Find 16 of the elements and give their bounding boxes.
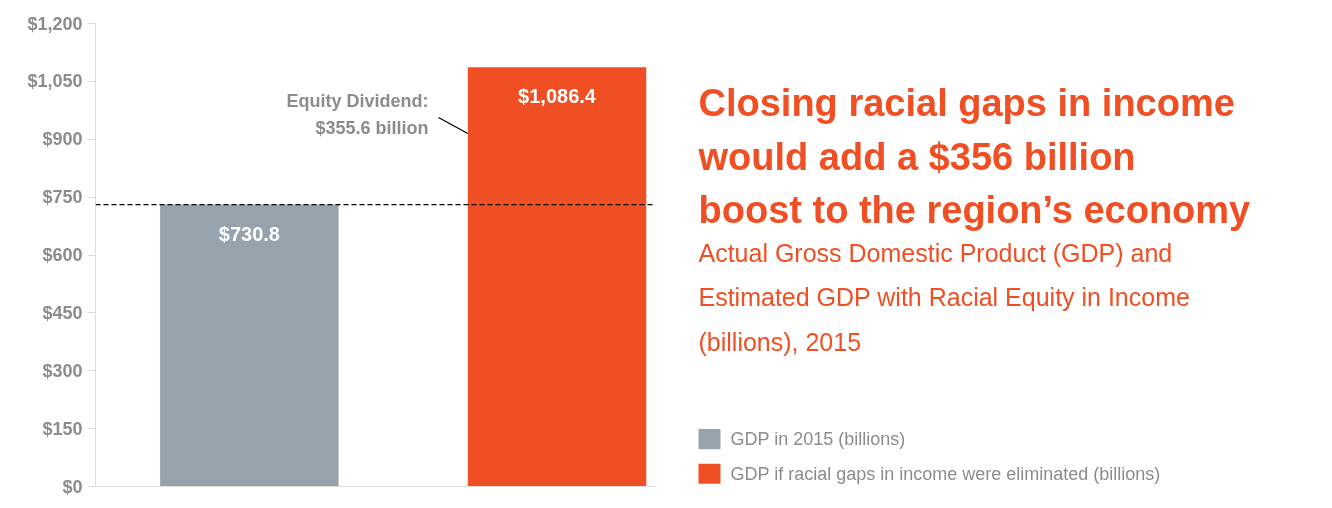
y-tick-label: $1,200 [27, 13, 83, 34]
y-tick-label: $150 [42, 418, 83, 439]
text: $1,086.4 [518, 85, 596, 108]
legend-label: GDP if racial gaps in income were eliminated (billions) [730, 463, 1161, 484]
y-tick-label: $600 [42, 245, 83, 265]
y-tick-label: $0 [62, 476, 83, 497]
legend-label: GDP in 2015 (billions) [730, 429, 906, 450]
y-tick-label: $450 [42, 302, 83, 323]
text: Closing racial gaps in income would add a $356 billion boost to the region’s economy [697, 81, 1251, 232]
y-tick-label: $1,050 [27, 71, 83, 92]
y-tick-label: $300 [42, 360, 83, 381]
annotation: Equity Dividend: $355.6 billion [286, 90, 429, 138]
text: $730.8 [218, 222, 280, 245]
y-tick-label: $900 [42, 129, 83, 150]
y-tick-label: $750 [42, 187, 83, 208]
text: Actual Gross Domestic Product (GDP) and Estimated GDP with Racial Equity in Income (billions), 2015 [698, 238, 1190, 357]
